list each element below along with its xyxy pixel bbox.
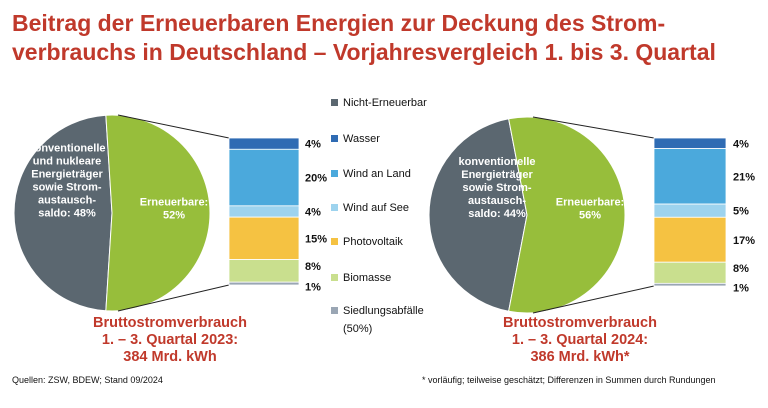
legend: Nicht-Erneuerbar Wasser Wind an Land Wind a… [331,97,427,335]
bar-segment-wind-auf-see [228,205,300,218]
pie-label-line: konventionelle [28,143,105,155]
bar-value-label: 8% [733,263,749,275]
bar-segment-photovoltaik [653,216,727,263]
connector-line-bottom [532,285,655,314]
pie-slice-nicht-erneuerbar [428,118,528,312]
legend-label-line: (50%) [343,323,372,335]
bar-segment-biomasse [228,259,300,283]
pie-slice-erneuerbar [105,114,211,312]
chart-caption-2024: Bruttostromverbrauch 1. – 3. Quartal 2024… [503,315,657,365]
title-line-1: Beitrag der Erneuerbaren Energien zur De… [12,10,666,36]
pie-label-erneuerbar: Erneuerbare: 56% [556,197,624,222]
caption-line: 1. – 3. Quartal 2024: [512,332,648,348]
pie-label-line: Erneuerbare: [556,197,624,209]
source-note: Quellen: ZSW, BDEW; Stand 09/2024 [12,375,163,385]
legend-label: Siedlungsabfälle (50%) [343,305,424,335]
legend-label: Nicht-Erneuerbar [343,97,427,109]
pie-label-line: saldo: 48% [38,208,96,220]
pie-label-line: Erneuerbare: [140,197,208,209]
bar-value-label: 20% [305,173,327,185]
chart-caption-2023: Bruttostromverbrauch 1. – 3. Quartal 2023… [93,315,247,365]
pie-label-line: sowie Strom- [462,182,531,194]
legend-label: Wasser [343,133,380,145]
legend-swatch-wasser [331,135,338,142]
caption-line: Bruttostromverbrauch [503,315,657,331]
bar-value-label: 1% [733,283,749,295]
legend-swatch-wind-an-land [331,170,338,177]
legend-swatch-siedlungsabfaelle [331,307,338,314]
bar-segment-siedlungsabfaelle [653,282,727,287]
bar-value-label: 21% [733,171,755,183]
legend-label-line: Photovoltaik [343,236,403,248]
caption-line: 386 Mrd. kWh* [530,349,629,365]
bar-value-label: 4% [733,138,749,150]
caption-line: Bruttostromverbrauch [93,315,247,331]
pie-label-line: austausch- [38,195,96,207]
bar-segment-biomasse [653,261,727,284]
bar-value-label: 8% [305,261,321,273]
pie-slice-nicht-erneuerbar [13,114,113,312]
bar-segment-wind-an-land [228,148,300,207]
chart-title: Beitrag der Erneuerbaren Energien zur De… [12,9,752,67]
pie-label-line: konventionelle [458,156,535,168]
connector-line-top [532,116,655,139]
pie-label-nicht-erneuerbar: konventionelle und nukleare Energieträger s… [28,143,105,220]
pie-label-line: Energieträger [461,169,533,181]
pie-label-line: Energieträger [31,169,103,181]
legend-swatch-biomasse [331,274,338,281]
bar-segment-wind-an-land [653,148,727,205]
legend-label: Wind auf See [343,202,409,214]
bar-value-label: 1% [305,282,321,294]
bar-segment-siedlungsabfaelle [228,281,300,286]
legend-label: Wind an Land [343,168,411,180]
bar-value-label: 4% [305,207,321,219]
legend-label-line: Biomasse [343,272,391,284]
caption-line: 384 Mrd. kWh [123,349,216,365]
pie-label-nicht-erneuerbar: konventionelle Energieträger sowie Strom-a… [458,156,535,220]
pie-group-2023: konventionelle und nukleare Energieträger s… [13,114,327,365]
legend-swatch-wind-auf-see [331,204,338,211]
legend-swatch-photovoltaik [331,238,338,245]
connector-line-bottom [117,284,230,312]
legend-label-line: Nicht-Erneuerbar [343,97,427,109]
bar-value-label: 15% [305,233,327,245]
title-line-2: verbrauchs in Deutschland – Vorjahresver… [12,39,716,65]
bar-segment-wasser [653,137,727,149]
pie-label-erneuerbar: Erneuerbare: 52% [140,197,208,222]
legend-label: Biomasse [343,272,391,284]
legend-label-line: Siedlungsabfälle [343,305,424,317]
connector-line-top [117,114,230,139]
bar-value-label: 17% [733,235,755,247]
bar-segment-wasser [228,137,300,150]
caption-line: 1. – 3. Quartal 2023: [102,332,238,348]
bar-value-label: 5% [733,206,749,218]
pie-label-line: 56% [579,210,601,222]
legend-label: Photovoltaik [343,236,403,248]
bar-segment-wind-auf-see [653,203,727,218]
pie-label-line: austausch- [468,195,526,207]
pie-label-line: und nukleare [33,156,101,168]
bar-value-label: 4% [305,139,321,151]
pie-label-line: 52% [163,210,185,222]
footnote: * vorläufig; teilweise geschätzt; Differ… [422,375,716,385]
pie-label-line: sowie Strom- [32,182,101,194]
bar-segment-photovoltaik [228,216,300,260]
legend-label-line: Wind an Land [343,168,411,180]
legend-label-line: Wind auf See [343,202,409,214]
legend-label-line: Wasser [343,133,380,145]
pie-group-2024: konventionelle Energieträger sowie Strom-a… [428,116,755,365]
legend-swatch-nicht-erneuerbar [331,99,338,106]
pie-label-line: saldo: 44% [468,208,526,220]
